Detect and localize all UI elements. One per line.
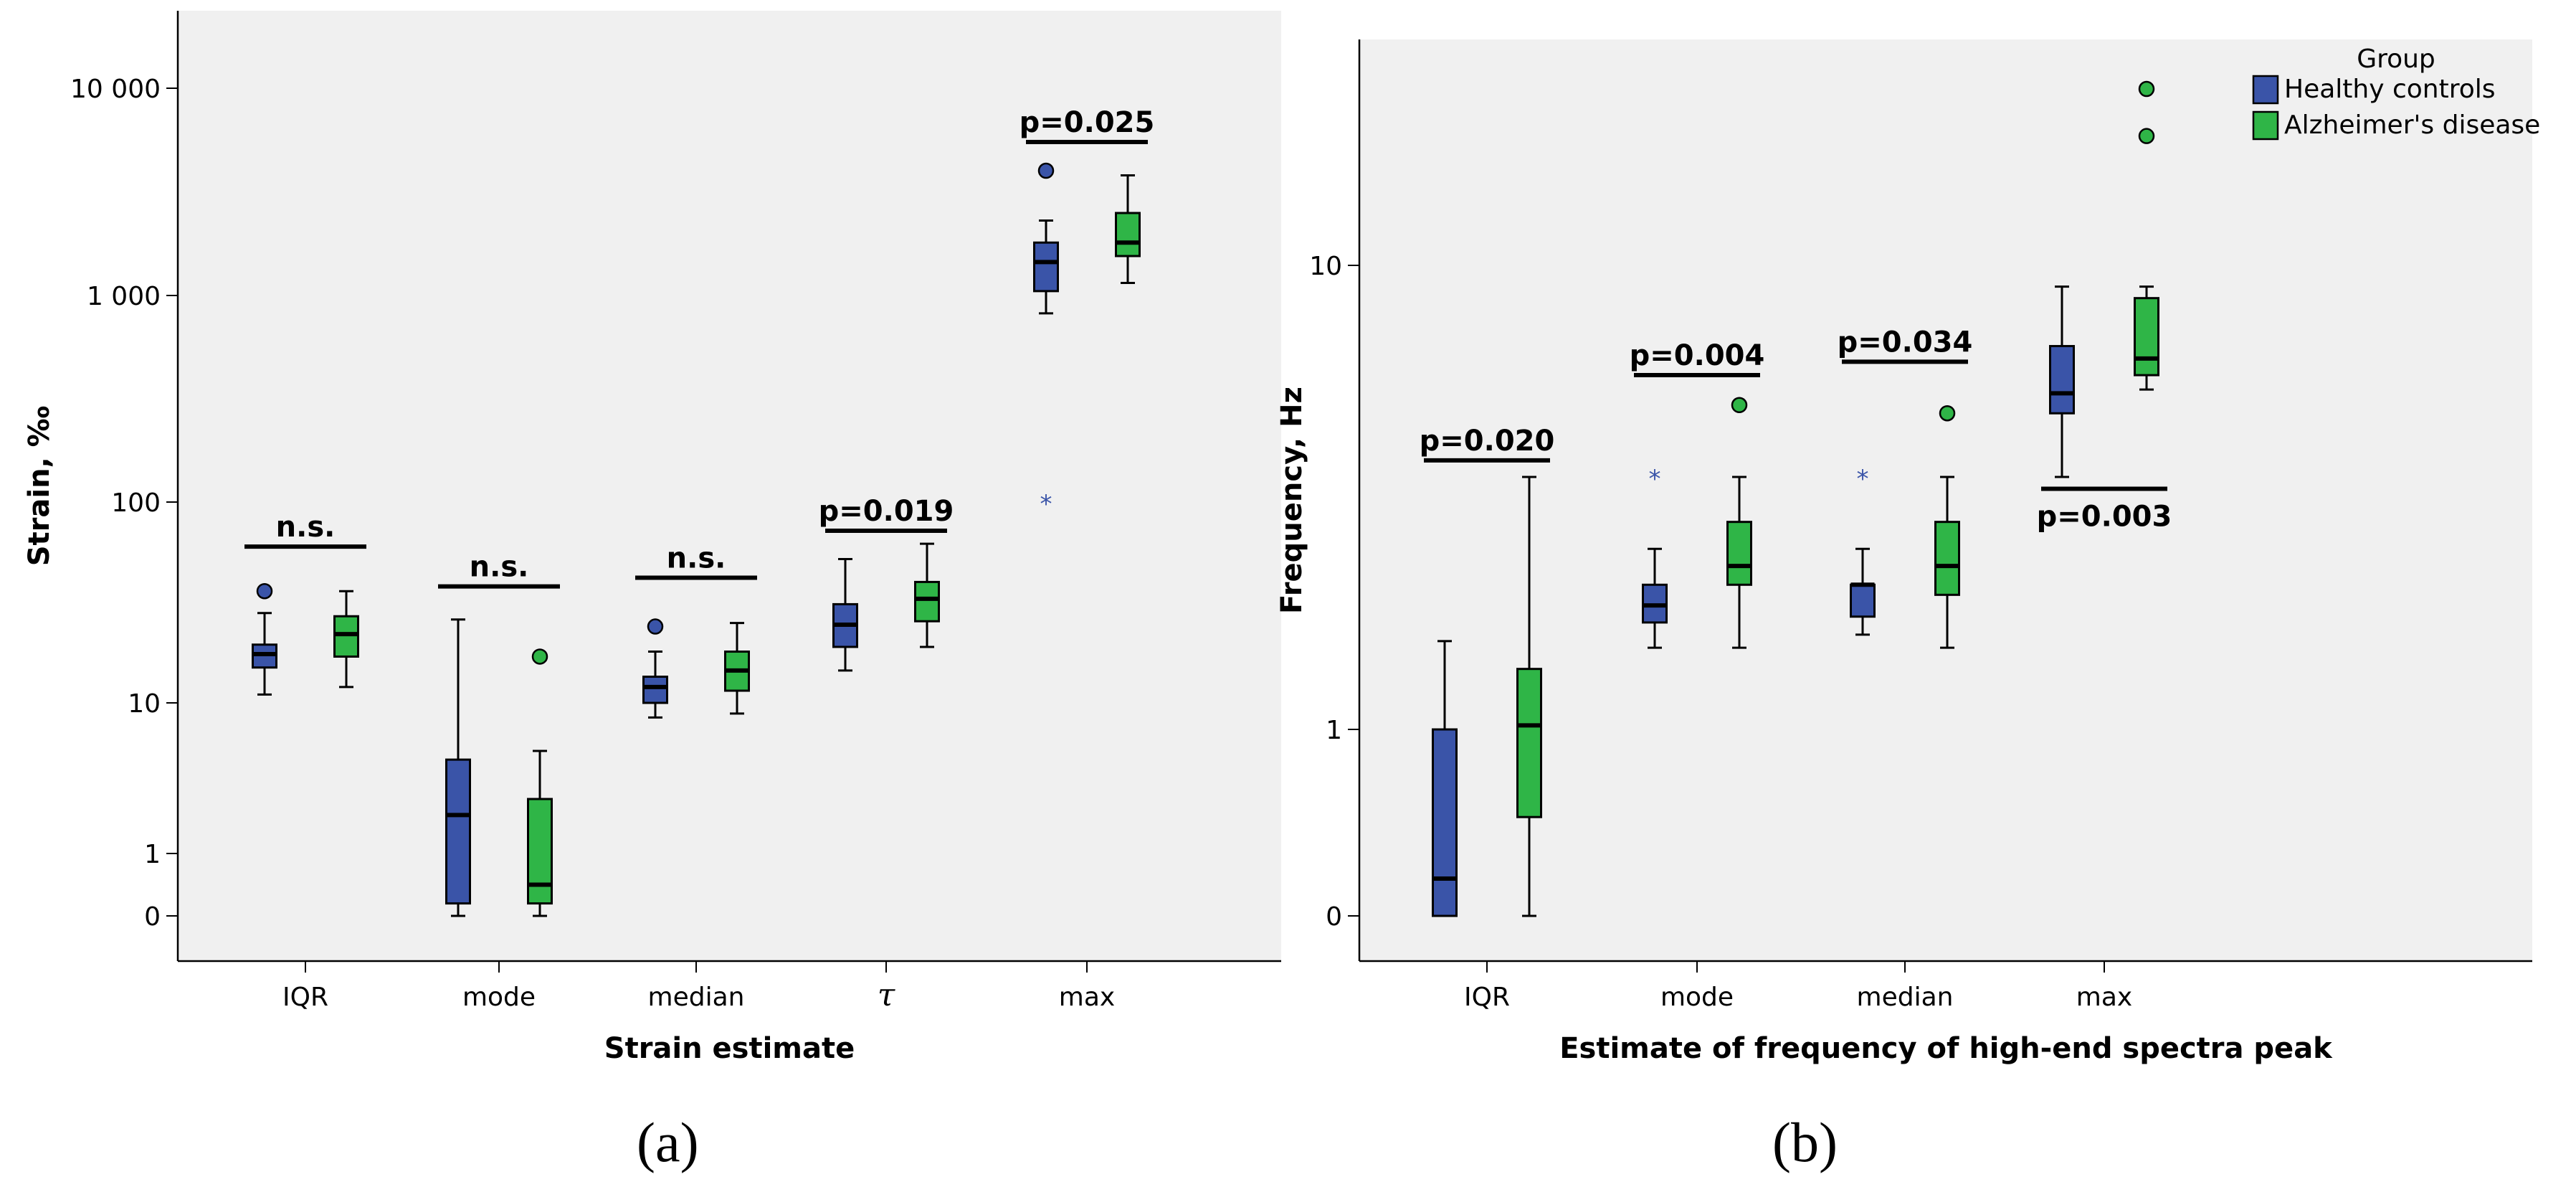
panel-b-chart: 0 1 10 IQR mode median max Estimate of frequenc… xyxy=(1275,39,2532,1065)
x-tick-label: IQR xyxy=(282,983,328,1012)
box-healthy: * xyxy=(1033,162,1059,519)
significance-label: p=0.025 xyxy=(1020,106,1155,139)
outlier-circle xyxy=(1939,405,1956,422)
box-alzheimer xyxy=(2134,80,2159,391)
box-alzheimer xyxy=(1934,405,1960,649)
box-alzheimer xyxy=(1726,397,1752,649)
y-tick-label: 100 xyxy=(111,488,161,518)
box-healthy xyxy=(832,558,858,672)
box-body xyxy=(1850,583,1876,618)
x-tick-label: mode xyxy=(462,983,536,1012)
outlier-star: * xyxy=(1649,465,1661,493)
y-tick-label: 10 xyxy=(1309,252,1342,281)
significance-label: p=0.020 xyxy=(1420,425,1555,458)
box-healthy xyxy=(445,618,471,917)
box-body xyxy=(2134,297,2159,377)
x-axis-title: Estimate of frequency of high-end spectr… xyxy=(1559,1032,2333,1065)
outlier-star: * xyxy=(1040,490,1052,519)
x-axis-title: Strain estimate xyxy=(604,1032,855,1065)
significance-label: p=0.004 xyxy=(1630,339,1765,372)
box-healthy xyxy=(1432,640,1458,917)
box-body xyxy=(1934,521,1960,596)
x-tick-label: max xyxy=(2076,983,2132,1012)
box-alzheimer xyxy=(724,622,750,715)
y-tick-label: 1 000 xyxy=(87,282,161,311)
outlier-circle xyxy=(647,618,664,635)
legend-title: Group xyxy=(2357,44,2435,74)
legend-swatch xyxy=(2252,75,2279,105)
box-alzheimer xyxy=(527,648,553,917)
box-body xyxy=(1033,241,1059,293)
significance-label: p=0.019 xyxy=(819,495,954,528)
y-axis-title: Frequency, Hz xyxy=(1275,387,1308,614)
significance-label: n.s. xyxy=(667,542,726,574)
significance-label: p=0.034 xyxy=(1838,326,1973,359)
significance-label: p=0.003 xyxy=(2037,501,2172,534)
outlier-circle xyxy=(2138,128,2155,144)
significance-label: n.s. xyxy=(276,511,336,544)
caption-b: (b) xyxy=(1772,1111,1838,1173)
x-tick-label: IQR xyxy=(1464,983,1510,1012)
legend-swatch xyxy=(2252,110,2279,141)
box-healthy xyxy=(2049,285,2075,478)
y-tick-label: 10 xyxy=(128,689,161,719)
box-body xyxy=(445,758,471,905)
outlier-star: * xyxy=(1857,465,1869,493)
plot-area xyxy=(178,11,1281,961)
outlier-circle xyxy=(1731,397,1748,414)
y-tick-label: 0 xyxy=(144,902,161,932)
box-body xyxy=(642,676,668,704)
x-tick-label: τ xyxy=(878,977,895,1013)
outlier-circle xyxy=(256,582,273,600)
box-body xyxy=(1726,521,1752,586)
legend-label: Healthy controls xyxy=(2284,75,2496,104)
box-healthy: * xyxy=(1642,465,1668,649)
y-tick-label: 1 xyxy=(1326,716,1342,745)
box-alzheimer xyxy=(1115,174,1141,284)
significance-label: n.s. xyxy=(470,551,529,584)
box-body xyxy=(333,615,359,658)
box-body xyxy=(1432,728,1458,917)
box-healthy xyxy=(252,582,277,696)
outlier-circle xyxy=(531,648,548,665)
panel-a-chart: 0 1 10 100 1 000 10 000 IQR mode median τ max Strai… xyxy=(23,11,1281,1065)
box-body xyxy=(1115,212,1141,257)
box-body xyxy=(914,580,940,623)
box-healthy xyxy=(642,618,668,719)
box-body xyxy=(527,798,553,905)
box-alzheimer xyxy=(1516,476,1542,917)
box-body xyxy=(1516,668,1542,818)
y-tick-label: 0 xyxy=(1326,902,1342,932)
outlier-circle xyxy=(2138,80,2155,98)
x-tick-label: mode xyxy=(1660,983,1734,1012)
y-tick-label: 10 000 xyxy=(70,75,161,104)
x-tick-label: max xyxy=(1059,983,1115,1012)
x-tick-label: median xyxy=(648,983,745,1012)
legend-label: Alzheimer's disease xyxy=(2284,110,2540,140)
x-tick-label: median xyxy=(1857,983,1954,1012)
outlier-circle xyxy=(1037,162,1055,179)
box-alzheimer xyxy=(914,542,940,648)
plot-area xyxy=(1359,39,2532,961)
box-healthy: * xyxy=(1850,465,1876,636)
y-tick-label: 1 xyxy=(144,840,161,869)
caption-a: (a) xyxy=(637,1111,699,1173)
y-axis-title: Strain, ‰ xyxy=(23,406,56,567)
box-alzheimer xyxy=(333,590,359,689)
box-body xyxy=(2049,345,2075,415)
